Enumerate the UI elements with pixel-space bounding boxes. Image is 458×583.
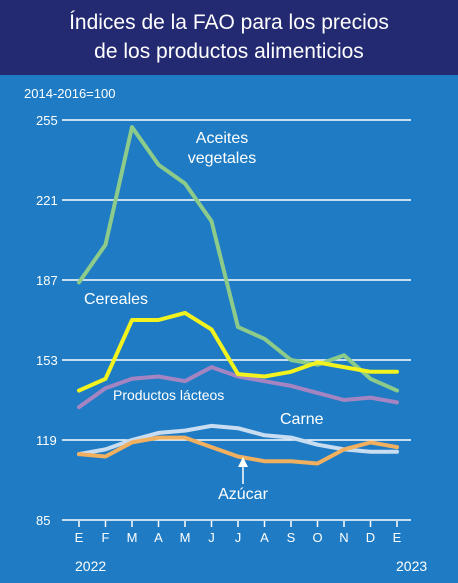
y-tick-label: 119 <box>36 433 57 448</box>
x-tick-label: A <box>154 530 163 545</box>
series-line-2 <box>77 365 399 410</box>
series-line-4 <box>77 435 399 466</box>
series-line-1 <box>77 310 399 393</box>
x-tick-label: E <box>393 530 402 545</box>
x-tick-label: E <box>75 530 84 545</box>
series-label: Aceites <box>196 130 248 147</box>
y-axis-unit-label: 2014-2016=100 <box>24 86 116 101</box>
y-tick-label: 221 <box>36 193 58 208</box>
chart-title-line-1: Índices de la FAO para los precios <box>69 11 389 34</box>
title-band: Índices de la FAO para los precios de lo… <box>0 0 458 75</box>
x-tick-label: F <box>102 530 110 545</box>
x-tick-label: D <box>366 530 375 545</box>
y-tick-label: 187 <box>36 273 58 288</box>
year-label: 2023 <box>396 558 427 574</box>
y-tick-label: 85 <box>36 513 50 528</box>
series-label: Carne <box>280 411 324 428</box>
x-tick-label: M <box>127 530 138 545</box>
annotation-arrow-head <box>238 457 248 467</box>
x-tick-label: J <box>235 530 242 545</box>
series-label: Azúcar <box>218 486 268 503</box>
year-label: 2022 <box>75 558 106 574</box>
x-tick-label: N <box>339 530 348 545</box>
chart-title-line-2: de los productos alimenticios <box>94 40 364 63</box>
x-tick-label: J <box>208 530 215 545</box>
x-tick-label: M <box>180 530 191 545</box>
series-label: Cereales <box>84 291 148 308</box>
x-tick-label: S <box>287 530 296 545</box>
x-tick-label: O <box>312 530 322 545</box>
series-label: vegetales <box>188 150 257 167</box>
x-tick-label: A <box>260 530 269 545</box>
y-tick-label: 153 <box>36 353 58 368</box>
series-line-0 <box>77 125 399 393</box>
series-label: Productos lácteos <box>113 387 224 403</box>
y-tick-label: 255 <box>36 113 58 128</box>
